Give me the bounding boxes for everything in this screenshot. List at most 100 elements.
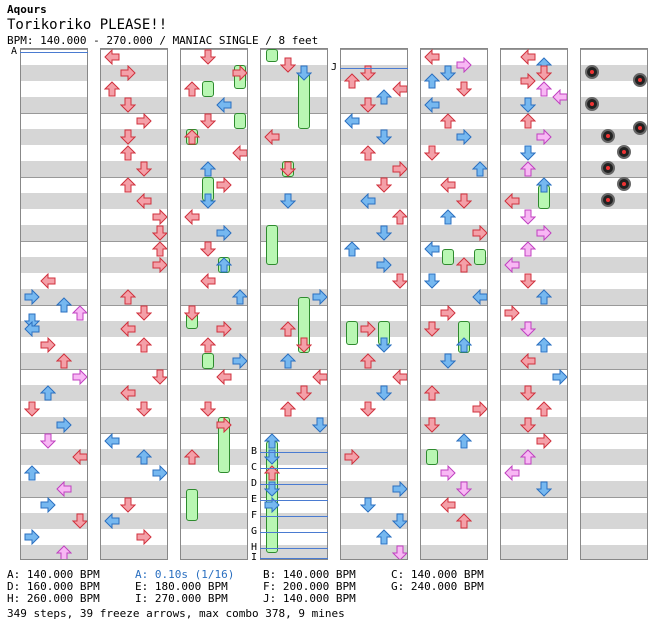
measure-line	[101, 369, 167, 370]
step-arrow-left-icon	[232, 144, 247, 162]
step-arrow-down-icon	[455, 193, 473, 209]
beat-stripe	[21, 289, 87, 305]
beat-stripe	[181, 449, 247, 465]
step-arrow-right-icon	[552, 368, 567, 386]
step-arrow-right-icon	[216, 416, 232, 434]
beat-stripe	[421, 193, 487, 209]
beat-stripe	[341, 545, 407, 559]
step-arrow-right-icon	[360, 320, 376, 338]
beat-stripe	[21, 193, 87, 209]
beat-stripe	[21, 353, 87, 369]
measure-line	[261, 433, 327, 434]
step-arrow-down-icon	[519, 321, 537, 337]
measure-line	[21, 497, 87, 498]
step-arrow-up-icon	[343, 73, 361, 89]
measure-line	[341, 113, 407, 114]
beat-stripe	[261, 289, 327, 305]
beat-stripe	[581, 385, 647, 401]
measure-line	[261, 241, 327, 242]
freeze-arrow	[234, 113, 246, 129]
measure-line	[421, 497, 487, 498]
measure-line	[101, 305, 167, 306]
step-arrow-down-icon	[359, 401, 377, 417]
step-arrow-down-icon	[199, 241, 217, 257]
step-arrow-up-icon	[199, 161, 217, 177]
step-arrow-right-icon	[152, 464, 167, 482]
beat-stripe	[341, 129, 407, 145]
step-arrow-right-icon	[392, 480, 407, 498]
step-arrow-left-icon	[440, 176, 456, 194]
beat-stripe	[101, 257, 167, 273]
step-arrow-up-icon	[343, 241, 361, 257]
step-arrow-up-icon	[423, 73, 441, 89]
beat-stripe	[101, 161, 167, 177]
step-arrow-left-icon	[136, 192, 152, 210]
step-arrow-left-icon	[264, 128, 280, 146]
beat-stripe	[421, 129, 487, 145]
bpm-marker: C	[251, 462, 258, 473]
measure-line	[341, 241, 407, 242]
beat-stripe	[101, 225, 167, 241]
step-arrow-left-icon	[472, 288, 487, 306]
beat-stripe	[501, 193, 567, 209]
measure-line	[181, 177, 247, 178]
step-arrow-down-icon	[263, 481, 281, 497]
measure-line	[101, 49, 167, 50]
step-arrow-right-icon	[216, 176, 232, 194]
measure-line	[501, 369, 567, 370]
step-arrow-down-icon	[455, 481, 473, 497]
step-arrow-down-icon	[135, 305, 153, 321]
freeze-arrow	[266, 49, 278, 62]
step-arrow-left-icon	[552, 88, 567, 106]
freeze-arrow	[426, 449, 438, 465]
step-arrow-right-icon	[536, 432, 552, 450]
step-arrow-down-icon	[375, 337, 393, 353]
beat-stripe	[501, 65, 567, 81]
step-arrow-down-icon	[519, 273, 537, 289]
measure-line	[581, 305, 647, 306]
step-arrow-right-icon	[120, 64, 136, 82]
step-arrow-down-icon	[519, 145, 537, 161]
step-arrow-up-icon	[519, 241, 537, 257]
step-arrow-up-icon	[455, 433, 473, 449]
step-arrow-up-icon	[391, 209, 407, 225]
beat-stripe	[341, 161, 407, 177]
step-arrow-up-icon	[39, 385, 57, 401]
step-arrow-down-icon	[199, 113, 217, 129]
beat-stripe	[581, 481, 647, 497]
step-arrow-up-icon	[279, 353, 297, 369]
beat-stripe	[581, 513, 647, 529]
measure-line	[21, 305, 87, 306]
measure-line	[501, 433, 567, 434]
beat-stripe	[181, 97, 247, 113]
step-arrow-up-icon	[183, 81, 201, 97]
step-arrow-down-icon	[423, 321, 441, 337]
bpm-marker: F	[251, 510, 258, 521]
step-arrow-right-icon	[264, 496, 280, 514]
step-arrow-left-icon	[104, 512, 120, 530]
legend-entry: A: 140.000 BPM	[7, 568, 100, 581]
bpm-marker: E	[251, 494, 258, 505]
step-arrow-down-icon	[295, 65, 313, 81]
step-arrow-down-icon	[151, 369, 167, 385]
step-arrow-up-icon	[199, 337, 217, 353]
beat-stripe	[421, 257, 487, 273]
measure-line	[21, 433, 87, 434]
measure-line	[341, 177, 407, 178]
beat-stripe	[421, 321, 487, 337]
beat-stripe	[341, 385, 407, 401]
beat-stripe	[581, 353, 647, 369]
step-arrow-up-icon	[519, 161, 537, 177]
bpm-line	[340, 68, 408, 69]
freeze-arrow	[442, 249, 454, 265]
step-arrow-down-icon	[295, 385, 313, 401]
step-arrow-up-icon	[71, 305, 87, 321]
chart-column-8	[580, 48, 648, 560]
step-arrow-down-icon	[519, 385, 537, 401]
step-arrow-up-icon	[423, 385, 441, 401]
step-arrow-down-icon	[519, 209, 537, 225]
freeze-arrow	[202, 81, 214, 97]
step-arrow-right-icon	[232, 64, 247, 82]
bpm-marker: G	[251, 526, 258, 537]
step-arrow-left-icon	[424, 96, 440, 114]
